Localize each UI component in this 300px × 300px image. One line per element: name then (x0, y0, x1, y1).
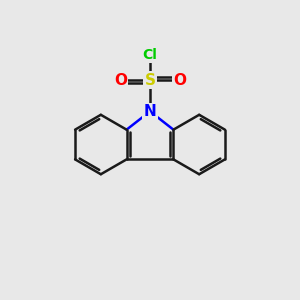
Text: N: N (144, 104, 156, 119)
Text: S: S (145, 73, 155, 88)
Text: O: O (173, 73, 186, 88)
Text: O: O (114, 73, 127, 88)
Text: Cl: Cl (142, 48, 158, 62)
